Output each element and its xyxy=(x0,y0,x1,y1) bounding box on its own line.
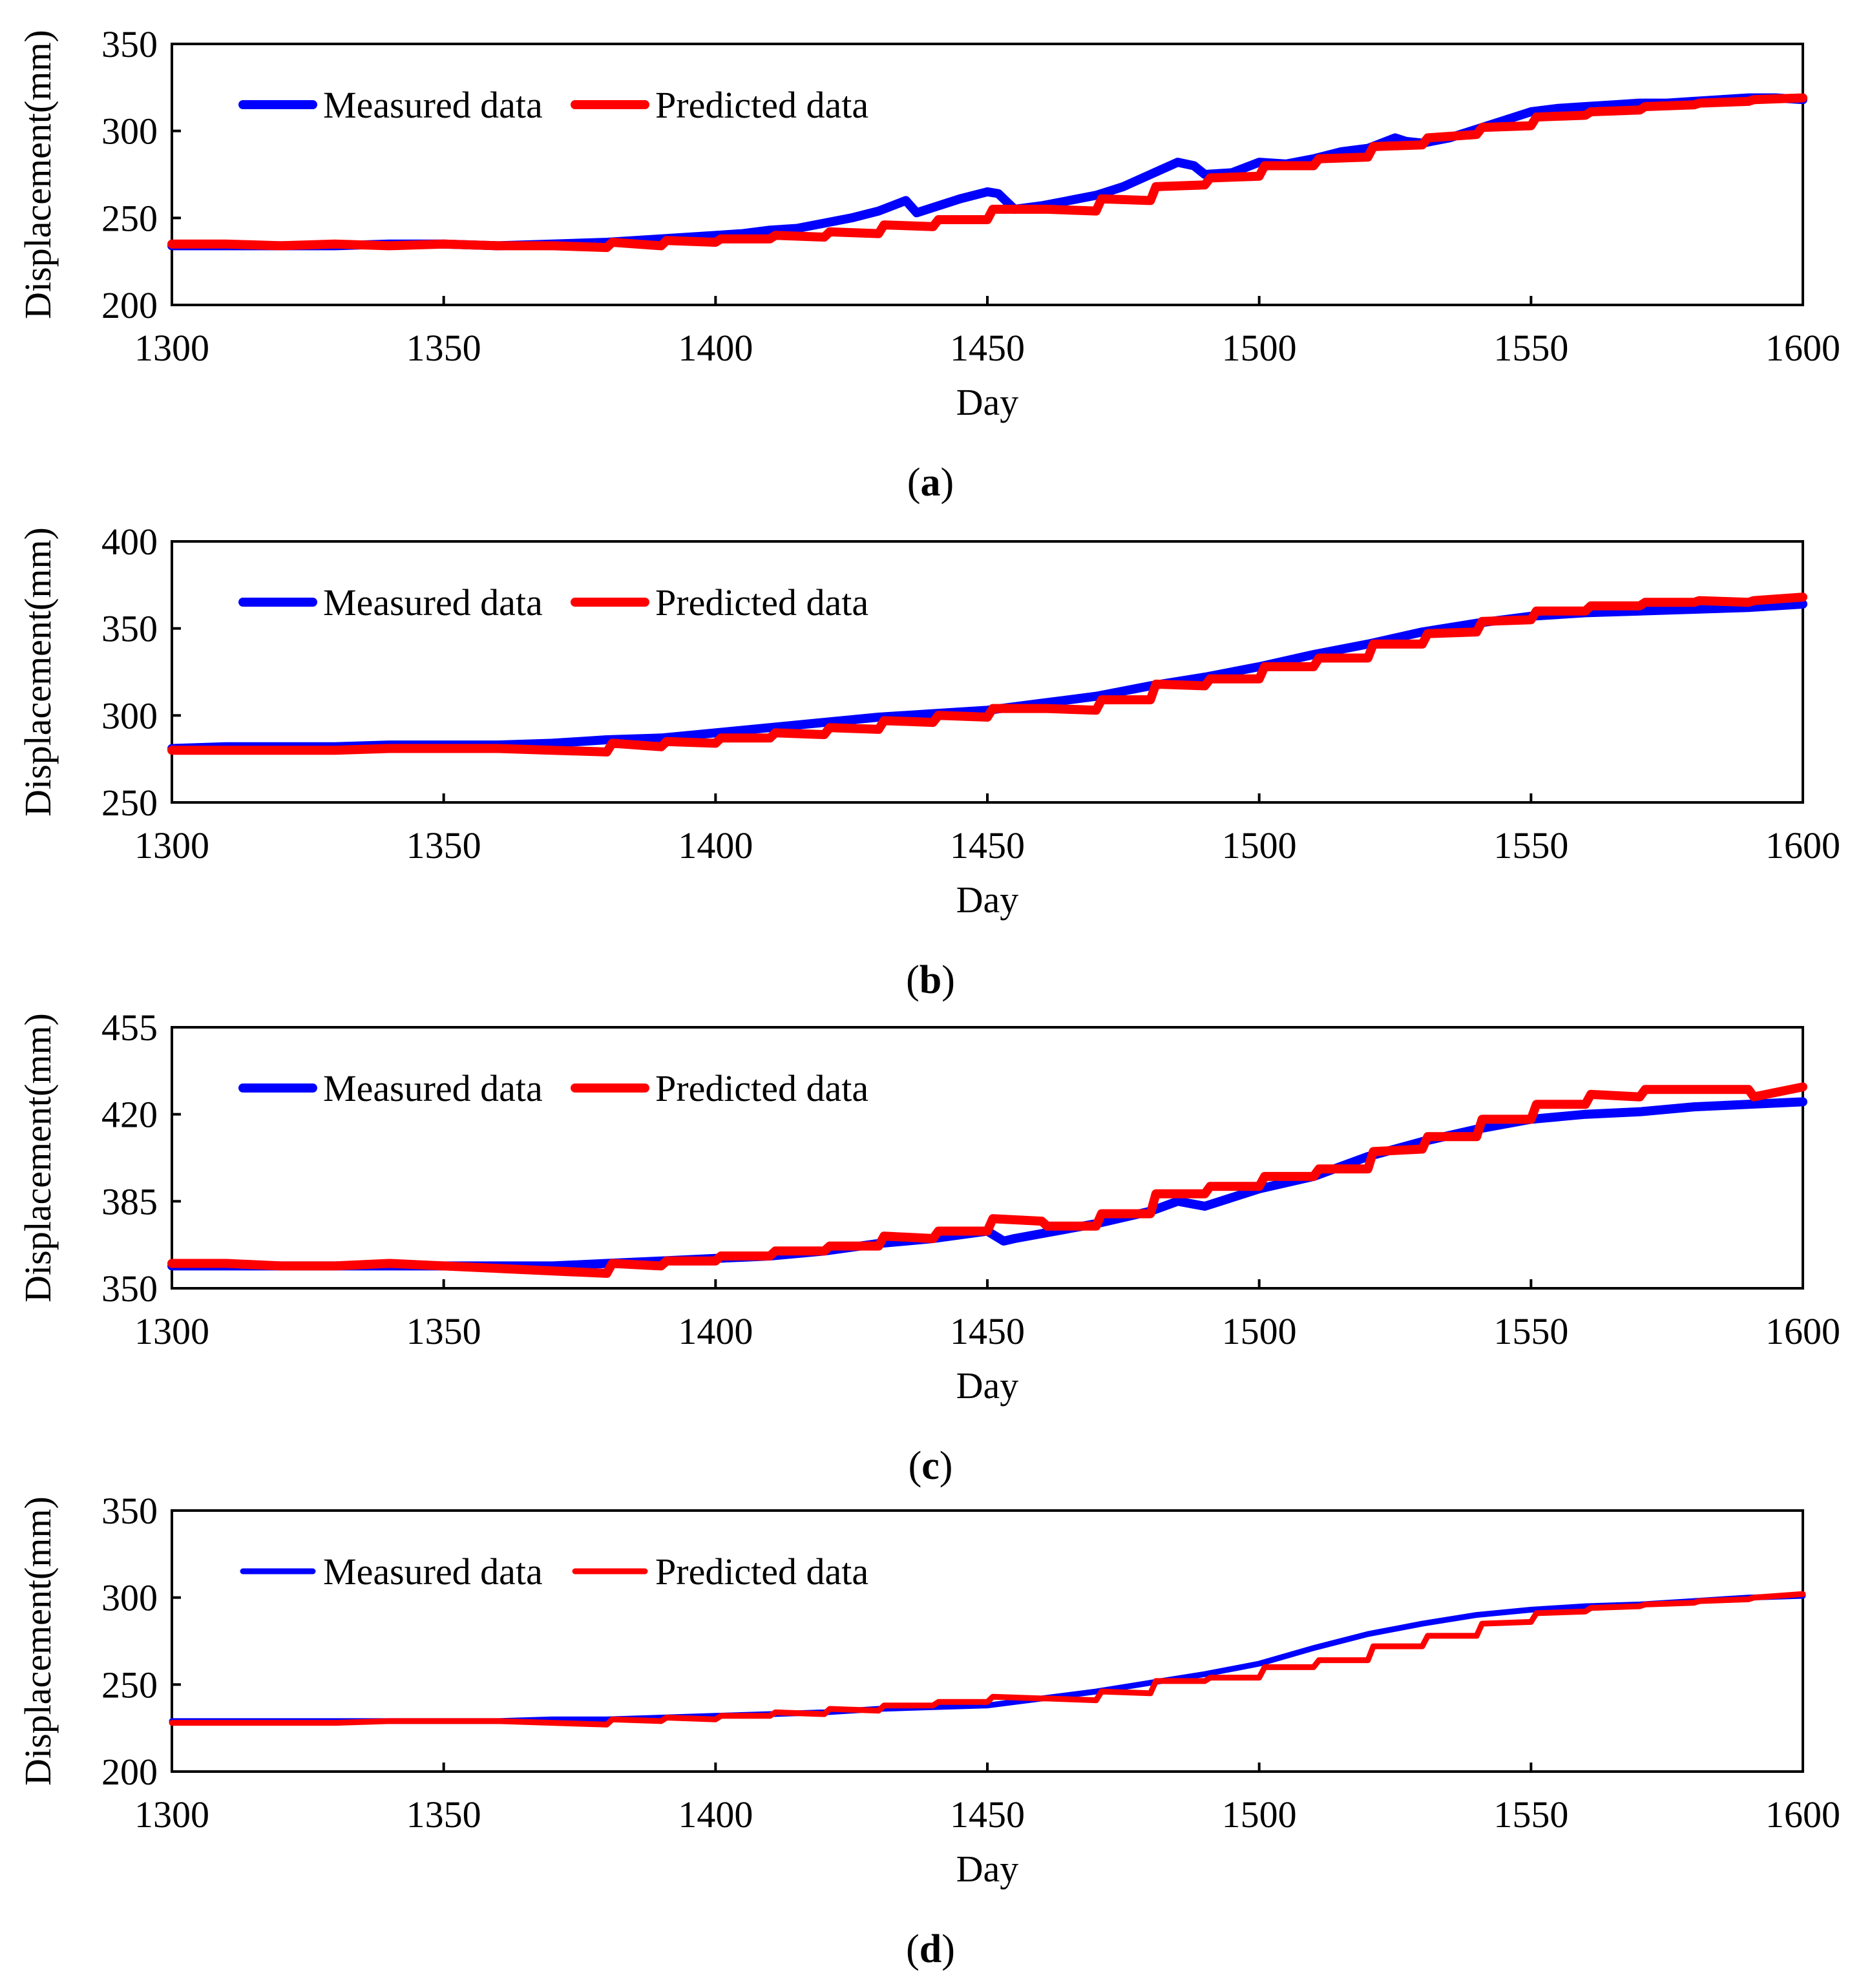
chart-panel-c: 1300 1350 1400 1450 1500 1550 1600 350 385 420 455… xyxy=(17,1007,1840,1488)
y-tick-label: 200 xyxy=(101,284,158,326)
y-tick-label: 250 xyxy=(101,782,158,824)
panel-letter: d xyxy=(920,1927,941,1971)
y-tick-label: 250 xyxy=(101,197,158,239)
legend-label: Predicted data xyxy=(655,1067,868,1109)
x-tick-label: 1500 xyxy=(1222,327,1297,369)
panel-letter: b xyxy=(920,958,941,1002)
y-tick-label: 350 xyxy=(101,608,158,650)
chart-panel-b: 1300 1350 1400 1450 1500 1550 1600 250 300 350 400… xyxy=(17,521,1840,1002)
x-tick-label: 1600 xyxy=(1765,824,1840,866)
x-axis-label: Day xyxy=(956,381,1019,423)
series-line-predicted-data xyxy=(167,93,1807,253)
y-tick-label: 300 xyxy=(101,110,158,152)
legend-label: Predicted data xyxy=(655,581,868,623)
y-axis-label: Displacement(mm) xyxy=(17,1496,59,1786)
panel-letter: a xyxy=(921,461,941,505)
panel-caption: (c) xyxy=(909,1444,953,1488)
x-tick-label: 1450 xyxy=(950,1310,1025,1352)
x-tick-label: 1400 xyxy=(678,1310,753,1352)
chart-panel-d: 1300 1350 1400 1450 1500 1550 1600 200 250 300 350… xyxy=(17,1490,1840,1971)
legend-label: Measured data xyxy=(323,1067,543,1109)
x-tick-label: 1500 xyxy=(1222,1794,1297,1836)
x-axis-label: Day xyxy=(956,879,1019,921)
y-tick-label: 385 xyxy=(101,1180,158,1222)
legend-label: Predicted data xyxy=(655,1551,868,1593)
legend: Measured data Predicted data xyxy=(240,1551,868,1593)
panel-caption: (b) xyxy=(906,958,955,1002)
series-line-predicted-data xyxy=(169,1591,1806,1728)
legend: Measured data Predicted data xyxy=(238,581,868,623)
legend: Measured data Predicted data xyxy=(238,84,868,126)
x-tick-label: 1500 xyxy=(1222,824,1297,866)
x-tick-label: 1550 xyxy=(1493,824,1568,866)
legend-label: Measured data xyxy=(323,581,543,623)
x-tick-label: 1450 xyxy=(950,1794,1025,1836)
x-tick-label: 1300 xyxy=(134,327,209,369)
y-axis-label: Displacement(mm) xyxy=(17,30,59,319)
x-axis-label: Day xyxy=(956,1365,1019,1407)
x-tick-label: 1350 xyxy=(406,824,481,866)
panel-caption: (a) xyxy=(907,461,954,505)
series-line-measured-data xyxy=(167,93,1807,251)
panel-letter: c xyxy=(921,1444,940,1488)
y-tick-label: 350 xyxy=(101,1490,158,1532)
x-tick-label: 1550 xyxy=(1493,327,1568,369)
panel-caption: (d) xyxy=(906,1927,955,1971)
y-tick-label: 455 xyxy=(101,1007,158,1049)
y-axis-label: Displacement(mm) xyxy=(17,1013,59,1303)
chart-panel-a: 1300 1350 1400 1450 1500 1550 1600 200 250 300 350… xyxy=(17,23,1840,505)
x-tick-label: 1500 xyxy=(1222,1310,1297,1352)
y-tick-label: 300 xyxy=(101,695,158,737)
x-tick-label: 1550 xyxy=(1493,1794,1568,1836)
y-tick-label: 250 xyxy=(101,1664,158,1706)
x-tick-label: 1400 xyxy=(678,824,753,866)
x-tick-label: 1550 xyxy=(1493,1310,1568,1352)
x-tick-label: 1350 xyxy=(406,1794,481,1836)
x-tick-label: 1400 xyxy=(678,1794,753,1836)
x-tick-label: 1300 xyxy=(134,824,209,866)
x-tick-label: 1450 xyxy=(950,824,1025,866)
y-tick-label: 350 xyxy=(101,23,158,65)
x-tick-label: 1350 xyxy=(406,327,481,369)
y-tick-label: 300 xyxy=(101,1577,158,1619)
x-axis-label: Day xyxy=(956,1848,1019,1890)
x-tick-label: 1600 xyxy=(1765,1310,1840,1352)
series-line-predicted-data xyxy=(167,592,1807,757)
y-tick-label: 420 xyxy=(101,1094,158,1136)
legend-label: Predicted data xyxy=(655,84,868,126)
series-line-predicted-data xyxy=(167,1082,1807,1278)
legend-label: Measured data xyxy=(323,84,543,126)
y-tick-label: 400 xyxy=(101,521,158,563)
legend: Measured data Predicted data xyxy=(238,1067,868,1109)
x-tick-label: 1450 xyxy=(950,327,1025,369)
y-tick-label: 350 xyxy=(101,1268,158,1310)
x-tick-label: 1350 xyxy=(406,1310,481,1352)
x-tick-label: 1300 xyxy=(134,1310,209,1352)
legend-label: Measured data xyxy=(323,1551,543,1593)
x-tick-label: 1600 xyxy=(1765,327,1840,369)
x-tick-label: 1600 xyxy=(1765,1794,1840,1836)
y-axis-label: Displacement(mm) xyxy=(17,527,59,817)
x-tick-label: 1400 xyxy=(678,327,753,369)
x-tick-label: 1300 xyxy=(134,1794,209,1836)
y-tick-label: 200 xyxy=(101,1751,158,1793)
